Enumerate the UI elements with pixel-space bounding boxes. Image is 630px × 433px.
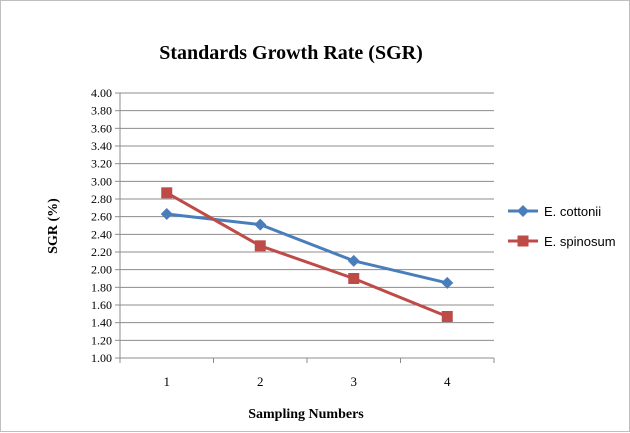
y-tick-label: 2.80 [91,192,112,206]
data-point [161,187,173,199]
y-tick-label: 2.20 [91,245,112,259]
axes [119,93,495,363]
y-tick-label: 3.00 [91,174,112,188]
y-tick-labels: 1.00 1.20 1.40 1.60 1.80 2.00 2.20 2.40 2.60 2.80… [91,86,112,365]
y-tick-label: 2.60 [91,210,112,224]
data-point [441,310,453,322]
legend: E. cottonii E. spinosum [508,204,616,249]
data-point [254,218,267,231]
data-point [160,208,173,221]
x-tick-labels: 1 2 3 4 [164,374,452,389]
x-tick-label: 4 [444,374,451,389]
y-tick-label: 3.80 [91,104,112,118]
series-line-2 [166,191,448,318]
chart-title: Standards Growth Rate (SGR) [159,42,423,64]
series-1 [160,208,454,289]
series-line-1 [166,212,448,285]
y-tick-label: 1.40 [91,316,112,330]
y-tick-label: 4.00 [91,86,112,100]
y-tick-label: 1.00 [91,351,112,365]
data-point [254,240,266,252]
legend-item-1: E. cottonii [508,204,601,219]
x-tick-label: 1 [164,374,171,389]
series-group [160,187,454,322]
data-point [347,254,360,267]
y-tick-label: 2.00 [91,263,112,277]
legend-marker [517,205,529,217]
y-tick-label: 1.60 [91,298,112,312]
legend-label: E. spinosum [544,234,616,249]
y-axis-label: SGR (%) [46,198,61,254]
y-tick-label: 1.20 [91,333,112,347]
data-point [441,276,454,289]
legend-label: E. cottonii [544,204,601,219]
y-tick-label: 3.60 [91,121,112,135]
legend-marker [517,235,529,247]
grid-lines [115,92,494,359]
legend-item-2: E. spinosum [508,234,616,249]
y-tick-label: 3.40 [91,139,112,153]
series-2 [161,187,453,322]
data-point [348,273,360,284]
y-tick-label: 1.80 [91,280,112,294]
x-tick-label: 2 [257,374,264,389]
x-axis-label: Sampling Numbers [248,407,364,422]
x-tick-label: 3 [351,374,358,389]
y-tick-label: 3.20 [91,157,112,171]
y-tick-label: 2.40 [91,227,112,241]
